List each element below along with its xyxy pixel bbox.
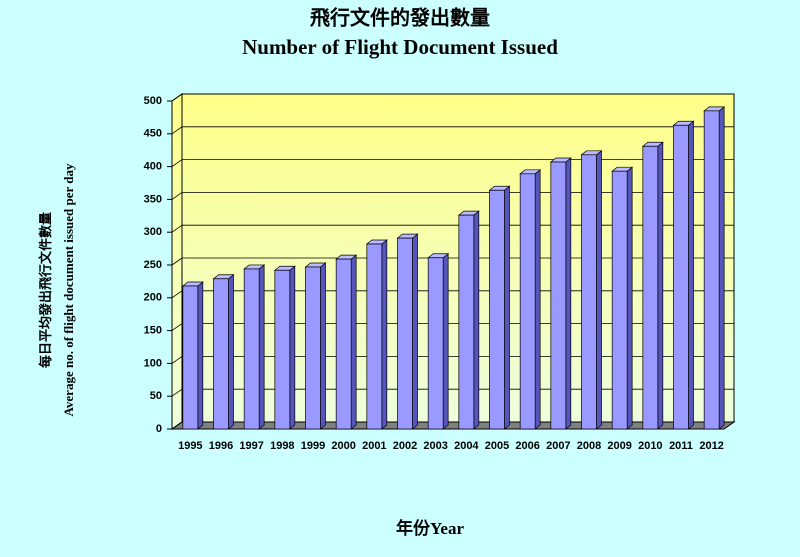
bar bbox=[366, 243, 383, 430]
x-tick-label: 1995 bbox=[178, 440, 202, 452]
x-tick-label: 2009 bbox=[607, 440, 631, 452]
bar bbox=[642, 145, 659, 430]
bar-side bbox=[197, 281, 204, 430]
x-tick-label: 2006 bbox=[515, 440, 539, 452]
x-axis-label: 年份Year bbox=[396, 518, 464, 538]
bar bbox=[397, 237, 413, 430]
bar-side bbox=[442, 253, 449, 430]
x-tick-label: 2007 bbox=[546, 440, 570, 452]
chart-title: 飛行文件的發出數量 bbox=[310, 6, 490, 30]
y-tick-label: 150 bbox=[144, 325, 162, 337]
bar-side bbox=[473, 210, 480, 430]
x-tick-label: 2001 bbox=[362, 440, 386, 452]
bar bbox=[335, 258, 352, 430]
bar-side bbox=[258, 264, 265, 430]
bar-side bbox=[565, 157, 572, 430]
bar-side bbox=[228, 274, 234, 430]
grid-line bbox=[171, 290, 183, 299]
bar bbox=[427, 257, 444, 430]
x-tick-label: 2008 bbox=[577, 440, 601, 452]
y-tick-label: 500 bbox=[144, 95, 162, 107]
y-tick-label: 300 bbox=[144, 226, 162, 238]
grid-line bbox=[171, 421, 183, 430]
y-tick-label: 0 bbox=[156, 423, 162, 435]
x-tick-label: 1999 bbox=[301, 440, 325, 452]
bar bbox=[458, 214, 475, 430]
bar-side bbox=[504, 185, 510, 430]
grid-line bbox=[171, 257, 183, 266]
y-tick-label: 50 bbox=[150, 390, 162, 402]
x-tick-label: 2005 bbox=[485, 440, 509, 452]
bar bbox=[243, 268, 260, 430]
bar bbox=[519, 173, 536, 430]
x-tick-label: 1996 bbox=[209, 440, 233, 452]
bar bbox=[213, 278, 229, 430]
x-tick-label: 2004 bbox=[454, 440, 479, 452]
grid-line bbox=[171, 192, 183, 200]
grid-line bbox=[171, 159, 183, 167]
x-tick-label: 2003 bbox=[423, 440, 447, 452]
bar-side bbox=[688, 120, 694, 430]
bar bbox=[305, 266, 321, 430]
bar bbox=[581, 154, 597, 430]
y-tick-label: 250 bbox=[144, 259, 162, 271]
grid-line bbox=[171, 356, 183, 364]
grid-line bbox=[171, 388, 183, 397]
x-tick-label: 1997 bbox=[239, 440, 263, 452]
x-tick-label: 1998 bbox=[270, 440, 294, 452]
bar-side bbox=[626, 166, 633, 430]
bar bbox=[611, 170, 628, 430]
y-tick-label: 350 bbox=[144, 193, 162, 205]
bar-side bbox=[596, 150, 602, 430]
x-tick-label: 2002 bbox=[393, 440, 417, 452]
y-tick-label: 400 bbox=[144, 161, 162, 173]
y-tick-label: 200 bbox=[144, 292, 162, 304]
bar-side bbox=[534, 169, 541, 430]
grid-line bbox=[171, 323, 183, 331]
bar-side bbox=[320, 262, 326, 430]
bar bbox=[489, 189, 505, 430]
y-tick-label: 450 bbox=[144, 128, 162, 140]
bar-side bbox=[289, 265, 296, 430]
bar bbox=[673, 124, 689, 430]
grid-line bbox=[171, 93, 183, 102]
y-tick-label: 100 bbox=[144, 357, 162, 369]
bar bbox=[703, 110, 720, 430]
bar-side bbox=[350, 254, 357, 430]
x-tick-label: 2010 bbox=[638, 440, 662, 452]
y-axis-label: 每日平均發出飛行文件數量 bbox=[38, 212, 53, 368]
bar-side bbox=[381, 239, 388, 430]
bar-side bbox=[412, 233, 418, 430]
bar bbox=[550, 161, 567, 430]
chart-subtitle: Number of Flight Document Issued bbox=[242, 35, 558, 59]
bar-side bbox=[718, 106, 725, 430]
y-axis-label: Average no. of flight document issued pe… bbox=[61, 163, 76, 417]
bar-side bbox=[657, 141, 664, 430]
grid-line bbox=[171, 224, 183, 233]
x-tick-label: 2011 bbox=[669, 440, 693, 452]
grid-line bbox=[171, 126, 183, 135]
bar bbox=[182, 285, 199, 430]
bar bbox=[274, 269, 291, 430]
x-tick-label: 2000 bbox=[331, 440, 355, 452]
x-tick-label: 2012 bbox=[699, 440, 723, 452]
